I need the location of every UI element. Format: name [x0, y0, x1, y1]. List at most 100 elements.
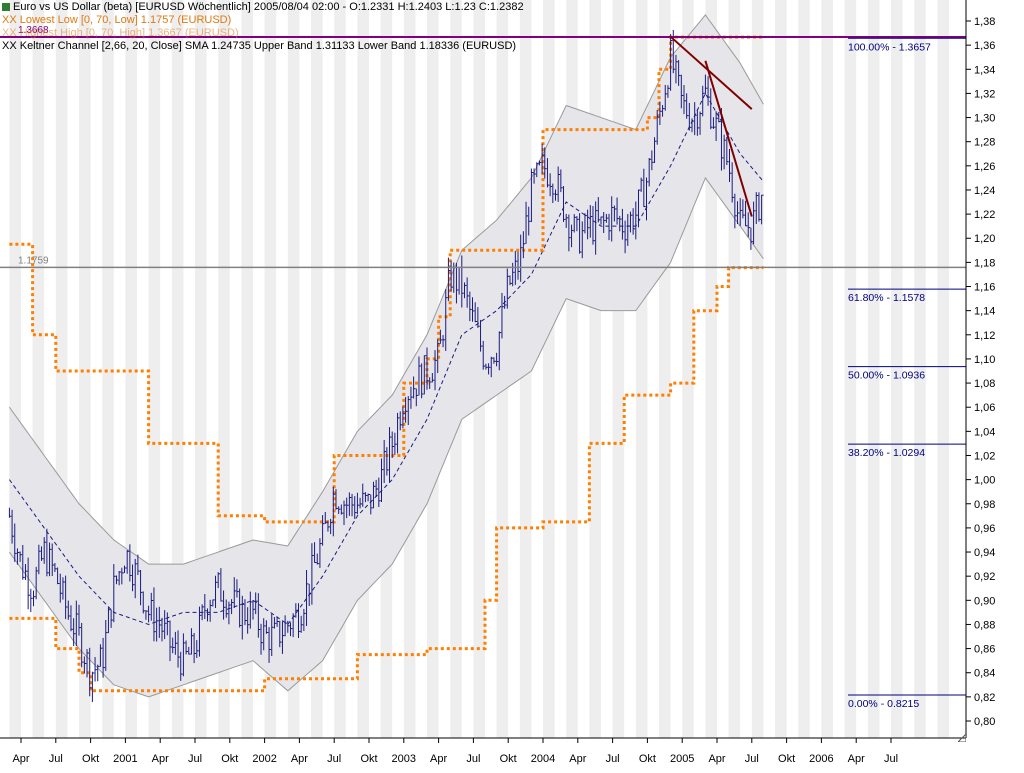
grid-stripe — [798, 0, 810, 738]
grid-stripe — [357, 0, 369, 738]
grid-stripe — [612, 0, 625, 738]
x-tick-label: Apr — [152, 753, 169, 765]
y-tick-label: 1,34 — [974, 64, 995, 76]
keltner-sma-line — [8, 92, 764, 626]
x-tick-label: Jul — [188, 753, 202, 765]
fib-level-label: 38.20% - 1.0294 — [848, 447, 925, 459]
grid-stripe — [891, 0, 903, 738]
y-tick-label: 1,06 — [974, 402, 995, 414]
x-tick-label: Apr — [430, 753, 447, 765]
grid-stripe — [705, 0, 717, 738]
y-tick-label: 1,24 — [974, 185, 995, 197]
grid-stripe — [195, 0, 207, 738]
y-tick-label: 1,20 — [974, 233, 995, 245]
x-tick-label: 2006 — [809, 753, 833, 765]
y-tick-label: 1,30 — [974, 113, 995, 125]
x-tick-label: Okt — [360, 753, 377, 765]
x-tick-label: Okt — [778, 753, 795, 765]
legend-line-lowest-low: XX Lowest Low [0, 70, Low] 1.1757 (EURUS… — [2, 14, 231, 26]
legend-line-keltner: XX Keltner Channel [2,66, 20, Close] SMA… — [2, 40, 516, 52]
donchian-lines — [9, 35, 764, 693]
grid-stripe — [659, 0, 671, 738]
legend-line-highest-high: XX Highest High [0, 70, High] 1.3667 (EU… — [2, 27, 239, 39]
grid-stripe — [287, 0, 300, 738]
grid-stripe — [264, 0, 277, 738]
grid-stripe — [241, 0, 253, 738]
grid-stripe — [218, 0, 230, 738]
fib-level-label: 50.00% - 1.0936 — [848, 370, 925, 382]
x-tick-label: 2001 — [113, 753, 137, 765]
ohlc-bars — [8, 30, 764, 703]
legend-keltner-text: XX Keltner Channel [2,66, 20, Close] SMA… — [2, 40, 517, 52]
grid-stripe — [380, 0, 393, 738]
fib-level-label: 0.00% - 0.8215 — [848, 698, 919, 710]
x-tick-label: Apr — [569, 753, 586, 765]
y-tick-label: 0,88 — [974, 619, 995, 631]
grid-stripe — [566, 0, 578, 738]
grid-stripe — [751, 0, 764, 738]
x-tick-label: Jul — [466, 753, 480, 765]
resistance-label: 1.3668 — [18, 25, 49, 36]
grid-stripe — [148, 0, 161, 738]
grid-stripe — [775, 0, 787, 738]
y-tick-label: 0,80 — [974, 716, 995, 728]
highest-high-line — [9, 35, 764, 524]
grid-stripe — [171, 0, 184, 738]
support-label: 1.1759 — [18, 255, 49, 266]
x-tick-label: Apr — [848, 753, 865, 765]
x-tick-label: Apr — [12, 753, 29, 765]
trendline — [669, 35, 753, 110]
y-tick-label: 1,26 — [974, 161, 995, 173]
resize-corner-icon[interactable] — [958, 734, 966, 742]
y-tick-label: 1,28 — [974, 137, 995, 149]
x-tick-label: Jul — [327, 753, 341, 765]
grid-stripe — [635, 0, 648, 738]
x-tick-label: Jul — [49, 753, 63, 765]
horizontal-lines: 1.3668 1.1759 — [0, 25, 966, 269]
x-tick-label: Jul — [745, 753, 759, 765]
fib-level-label: 61.80% - 1.1578 — [848, 292, 925, 304]
grid-stripe — [844, 0, 857, 738]
y-tick-label: 0,98 — [974, 499, 995, 511]
x-axis: Apr Jul Okt 2001 Apr Jul Okt 2002 Apr Jul Okt 2003 A… — [0, 737, 966, 765]
trendline — [704, 60, 753, 217]
y-tick-label: 0,82 — [974, 692, 995, 704]
y-tick-label: 1,32 — [974, 88, 995, 100]
x-tick-label: Apr — [291, 753, 308, 765]
x-tick-label: Jul — [606, 753, 620, 765]
grid-stripe — [589, 0, 601, 738]
grid-stripe — [102, 0, 114, 738]
y-tick-label: 1,14 — [974, 306, 995, 318]
x-tick-label: Okt — [221, 753, 238, 765]
trendlines — [669, 35, 753, 217]
y-axis: 1,38 1,36 1,34 1,32 1,30 1,28 1,26 1,24 1,22 1,20… — [965, 0, 995, 738]
x-tick-label: 2005 — [670, 753, 694, 765]
grid-stripe — [79, 0, 91, 738]
grid-stripe — [9, 0, 21, 738]
x-tick-label: Okt — [500, 753, 517, 765]
y-tick-label: 0,84 — [974, 668, 995, 680]
y-tick-label: 1,02 — [974, 450, 995, 462]
y-tick-label: 0,86 — [974, 644, 995, 656]
y-tick-label: 0,92 — [974, 571, 995, 583]
x-tick-label: 2002 — [252, 753, 276, 765]
x-tick-label: Jul — [884, 753, 898, 765]
grid-stripe — [682, 0, 694, 738]
lowest-low-line — [9, 266, 764, 693]
legend-line-price: Euro vs US Dollar (beta) [EURUSD Wöchent… — [2, 1, 524, 13]
y-tick-label: 1,12 — [974, 330, 995, 342]
grid-stripe — [32, 0, 45, 738]
y-tick-label: 0,90 — [974, 595, 995, 607]
grid-stripe — [311, 0, 323, 738]
y-tick-label: 1,36 — [974, 40, 995, 52]
grid-stripe — [914, 0, 926, 738]
grid-stripe — [125, 0, 137, 738]
y-tick-label: 0,94 — [974, 547, 995, 559]
background-stripes — [9, 0, 949, 738]
x-tick-label: 2003 — [392, 753, 416, 765]
x-tick-label: Okt — [639, 753, 656, 765]
keltner-band-fill — [9, 15, 764, 697]
y-tick-label: 1,18 — [974, 257, 995, 269]
